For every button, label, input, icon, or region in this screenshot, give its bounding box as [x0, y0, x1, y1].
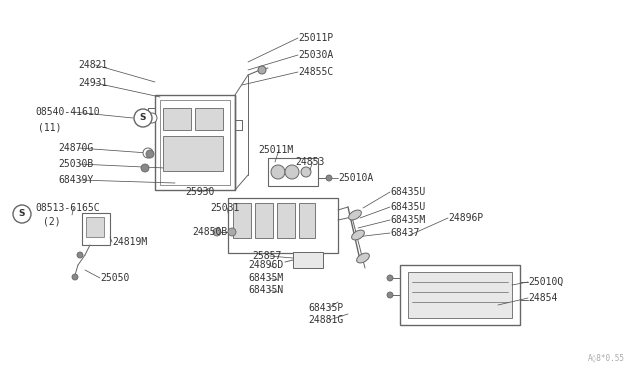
Text: 68435M: 68435M — [248, 273, 284, 283]
Bar — [400, 265, 520, 325]
Circle shape — [285, 165, 299, 179]
Text: A◊8*0.55: A◊8*0.55 — [588, 353, 625, 362]
Bar — [255, 203, 273, 238]
Circle shape — [213, 228, 221, 236]
Text: 25030A: 25030A — [298, 50, 333, 60]
Bar — [82, 213, 110, 245]
Text: 25050: 25050 — [100, 273, 129, 283]
Circle shape — [146, 150, 154, 158]
Text: 24854: 24854 — [528, 293, 557, 303]
Ellipse shape — [356, 253, 369, 263]
Text: 68437: 68437 — [390, 228, 419, 238]
Text: 24821: 24821 — [78, 60, 108, 70]
Bar — [163, 136, 223, 171]
Circle shape — [143, 148, 153, 158]
Text: 25011P: 25011P — [298, 33, 333, 43]
Text: 24931: 24931 — [78, 78, 108, 88]
Circle shape — [326, 175, 332, 181]
Text: 08513-6165C: 08513-6165C — [35, 203, 100, 213]
Text: 25030B: 25030B — [58, 159, 93, 169]
Bar — [86, 217, 104, 237]
Bar — [277, 203, 295, 238]
Circle shape — [387, 275, 393, 281]
Circle shape — [134, 109, 152, 127]
Text: 25857: 25857 — [252, 251, 282, 261]
Text: (11): (11) — [38, 123, 61, 133]
Text: 25010Q: 25010Q — [528, 277, 563, 287]
Bar — [228, 198, 338, 253]
Circle shape — [141, 164, 149, 172]
Circle shape — [72, 274, 78, 280]
Text: 68435M: 68435M — [390, 215, 425, 225]
Text: 24853: 24853 — [295, 157, 324, 167]
Ellipse shape — [351, 230, 364, 240]
Bar — [268, 158, 318, 186]
Text: 25011M: 25011M — [258, 145, 293, 155]
Bar — [408, 272, 512, 318]
Bar — [293, 252, 323, 268]
Circle shape — [147, 113, 157, 123]
Ellipse shape — [349, 210, 362, 220]
Circle shape — [258, 66, 266, 74]
Text: 24870G: 24870G — [58, 143, 93, 153]
Text: 25031: 25031 — [210, 203, 239, 213]
Text: 68439Y: 68439Y — [58, 175, 93, 185]
Text: 08540-41610: 08540-41610 — [35, 107, 100, 117]
Bar — [195, 108, 223, 130]
Bar — [155, 95, 235, 190]
Text: 24881G: 24881G — [308, 315, 343, 325]
Circle shape — [301, 167, 311, 177]
Text: (2): (2) — [43, 217, 61, 227]
Circle shape — [13, 205, 31, 223]
Circle shape — [387, 292, 393, 298]
Text: 24819M: 24819M — [112, 237, 147, 247]
Text: 68435U: 68435U — [390, 187, 425, 197]
Bar — [299, 203, 315, 238]
Text: 24896P: 24896P — [448, 213, 483, 223]
Text: 25010A: 25010A — [338, 173, 373, 183]
Bar — [160, 100, 230, 185]
Bar — [163, 108, 191, 130]
Text: S: S — [19, 209, 25, 218]
Text: 68435U: 68435U — [390, 202, 425, 212]
Circle shape — [271, 165, 285, 179]
Text: S: S — [140, 113, 147, 122]
Circle shape — [228, 228, 236, 236]
Text: 68435P: 68435P — [308, 303, 343, 313]
Text: 68435N: 68435N — [248, 285, 284, 295]
Bar — [233, 203, 251, 238]
Circle shape — [77, 252, 83, 258]
Text: 25930: 25930 — [185, 187, 214, 197]
Text: 24855C: 24855C — [298, 67, 333, 77]
Text: 24896D: 24896D — [248, 260, 284, 270]
Text: 24850B: 24850B — [192, 227, 227, 237]
